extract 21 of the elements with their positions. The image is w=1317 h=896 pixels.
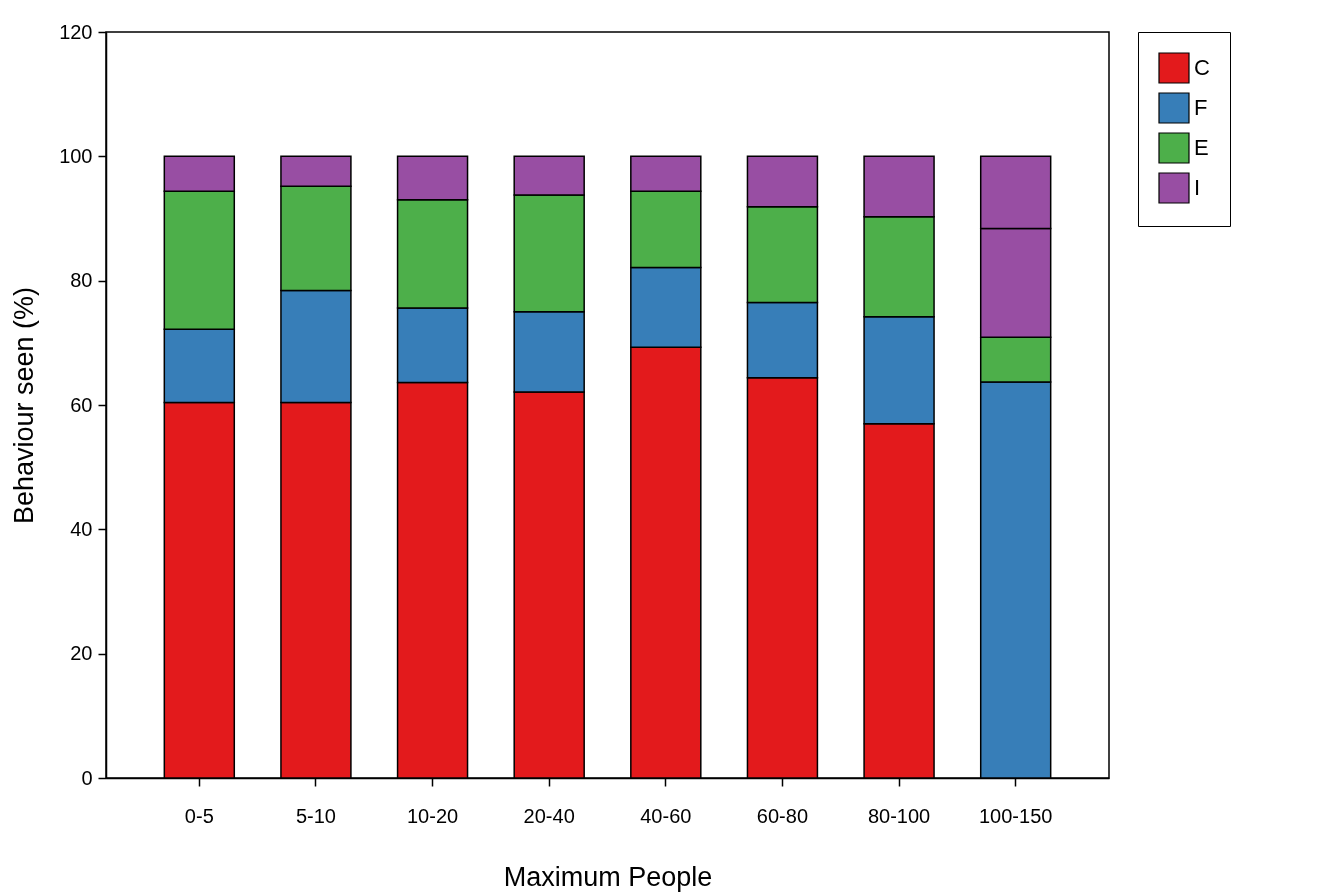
x-tick-label: 40-60: [640, 804, 692, 827]
legend-label: I: [1194, 175, 1201, 200]
y-tick-label: 100: [59, 144, 93, 167]
x-tick-label: 20-40: [523, 804, 575, 827]
legend-label: F: [1194, 95, 1208, 120]
y-tick-label: 60: [70, 393, 93, 416]
x-tick-label: 100-150: [978, 804, 1053, 827]
y-tick-label: 120: [59, 20, 93, 43]
x-tick-label: 10-20: [406, 804, 459, 827]
y-tick-label: 0: [81, 766, 93, 789]
y-tick-label: 40: [70, 517, 93, 540]
y-axis-title: Behaviour seen (%): [9, 286, 40, 525]
x-axis-title: Maximum People: [503, 861, 713, 892]
y-tick-label: 80: [70, 269, 93, 292]
x-tick-label: 5-10: [295, 804, 336, 827]
x-tick-label: 0-5: [184, 804, 214, 827]
x-tick-label: 60-80: [756, 804, 809, 827]
y-tick-label: 20: [70, 642, 93, 665]
legend-label: C: [1194, 55, 1210, 80]
x-tick-label: 80-100: [867, 804, 931, 827]
legend-label: E: [1194, 135, 1209, 160]
